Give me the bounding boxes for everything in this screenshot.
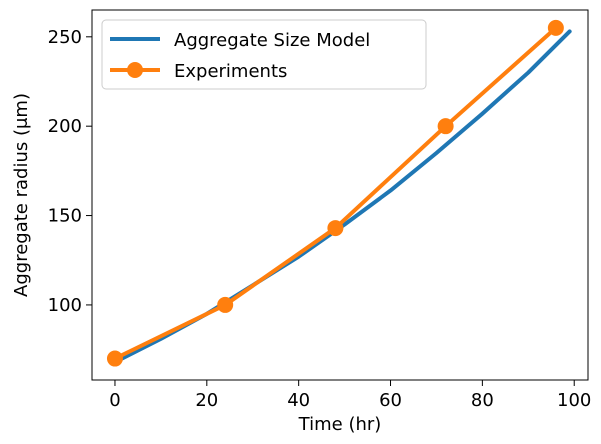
y-tick-label-1: 150 xyxy=(48,206,82,227)
data-point-1-4 xyxy=(547,19,564,36)
x-tick-label-2: 40 xyxy=(287,390,310,411)
plot-area xyxy=(106,19,572,367)
x-axis-label: Time (hr) xyxy=(298,414,382,435)
data-point-1-0 xyxy=(106,350,123,367)
legend-marker-experiments xyxy=(127,62,143,78)
y-tick-label-2: 200 xyxy=(48,116,82,137)
legend: Aggregate Size Model Experiments xyxy=(101,19,427,90)
x-tick-label-0: 0 xyxy=(109,390,120,411)
x-tick-label-1: 20 xyxy=(195,390,218,411)
axes-frame xyxy=(91,9,589,381)
x-tick-label-3: 60 xyxy=(379,390,402,411)
legend-box xyxy=(101,19,427,90)
y-tick-label-3: 250 xyxy=(48,27,82,48)
data-point-1-3 xyxy=(437,118,454,135)
y-axis: 100 150 200 250 xyxy=(48,27,92,316)
data-point-1-2 xyxy=(327,220,344,237)
x-axis: 0 20 40 60 80 100 xyxy=(109,380,591,411)
y-axis-label: Aggregate radius (μm) xyxy=(11,93,32,297)
legend-label-model: Aggregate Size Model xyxy=(174,30,370,51)
legend-label-experiments: Experiments xyxy=(174,61,287,82)
y-tick-label-0: 100 xyxy=(48,295,82,316)
data-point-1-1 xyxy=(217,296,234,313)
x-tick-label-4: 80 xyxy=(471,390,494,411)
x-tick-label-5: 100 xyxy=(557,390,591,411)
